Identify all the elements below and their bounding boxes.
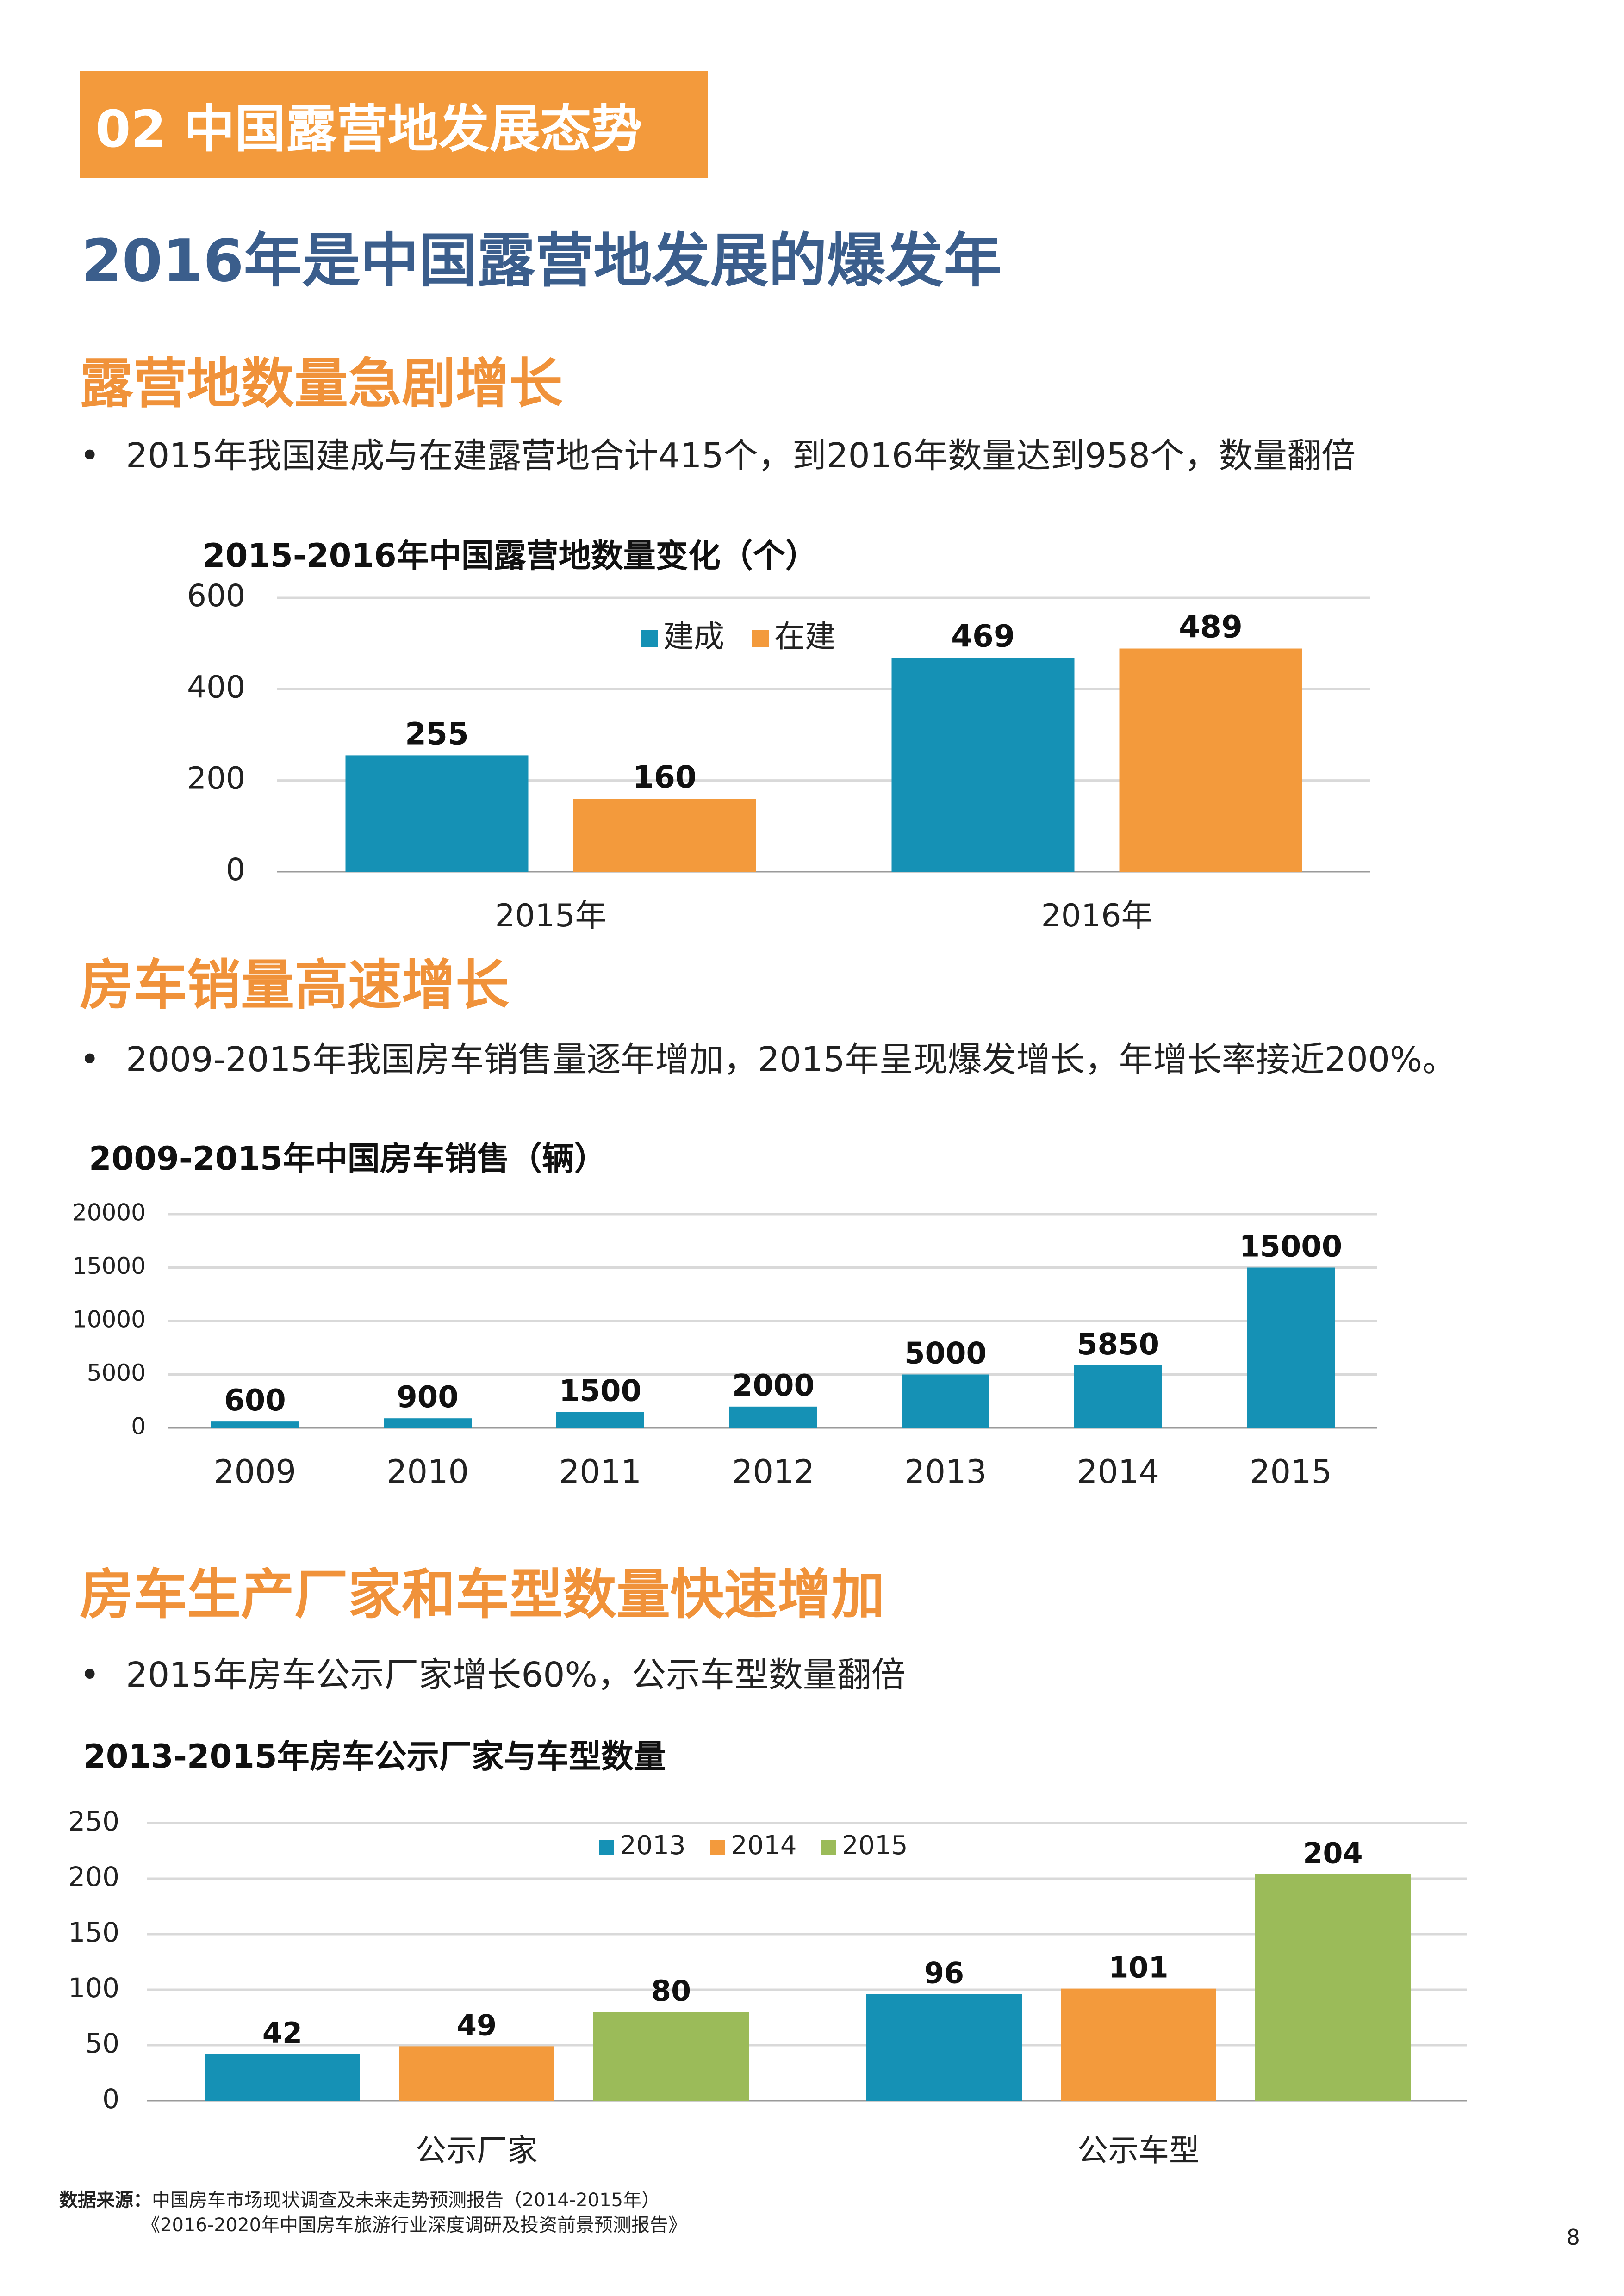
y-tick-label: 0 [226,852,245,887]
bar [729,1406,817,1428]
source-line-2: 《2016-2020年中国房车旅游行业深度调研及投资前景预测报告》 [142,2215,687,2236]
y-tick-label: 10000 [72,1306,146,1333]
bar [1119,648,1302,872]
y-tick-label: 0 [131,1413,146,1440]
chart-svg: 0 5000 10000 15000 20000 600 2009 900 2010 1500 20… [72,1199,1377,1491]
chart-title-campsites: 2015-2016年中国露营地数量变化（个） [203,537,818,575]
bar [573,799,756,872]
y-tick-label: 20000 [72,1199,146,1226]
data-label: 160 [633,759,697,795]
legend-label: 建成 [663,619,724,654]
data-label: 204 [1303,1836,1363,1870]
x-tick-label: 2014 [1077,1453,1159,1491]
data-label: 2000 [732,1369,815,1403]
data-label: 469 [951,618,1015,654]
y-tick-label: 5000 [87,1359,146,1386]
data-label: 42 [262,2016,302,2050]
bullet-text: 2015年房车公示厂家增长60%，公示车型数量翻倍 [126,1655,906,1695]
x-tick-label: 2015 [1250,1453,1332,1491]
chart-title-rv-sales: 2009-2015年中国房车销售（辆） [89,1140,607,1178]
bar [891,658,1075,872]
legend-label: 2014 [731,1831,797,1861]
bar [1255,1874,1411,2101]
bar [1074,1365,1162,1428]
data-label: 49 [457,2008,497,2042]
x-tick-label: 2011 [559,1453,641,1491]
bar [866,1994,1022,2101]
section-tag: 02 中国露营地发展态势 [80,71,708,178]
x-tick-label: 2012 [732,1453,815,1491]
y-tick-label: 600 [187,578,245,614]
data-source: 数据来源：中国房车市场现状调查及未来走势预测报告（2014-2015年） 《20… [59,2188,687,2238]
bar [593,2012,749,2101]
bar [1247,1267,1335,1428]
y-tick-label: 200 [187,761,245,796]
bar [399,2046,554,2101]
y-tick-label: 150 [68,1917,119,1948]
bullet-symbol: • [80,436,100,476]
y-tick-label: 15000 [72,1253,146,1279]
bar [556,1412,644,1428]
data-label: 1500 [559,1374,641,1408]
data-label: 15000 [1239,1230,1343,1264]
section-heading-rv-sales: 房车销量高速增长 [80,954,509,1017]
data-label: 96 [924,1956,964,1990]
legend-swatch [821,1840,836,1855]
bar [1061,1988,1216,2101]
x-tick-label: 公示厂家 [416,2133,538,2168]
page-number: 8 [1566,2225,1580,2250]
x-tick-label: 公示车型 [1077,2133,1200,2168]
y-tick-label: 100 [68,1972,119,2004]
data-label: 600 [224,1384,286,1418]
data-label: 900 [397,1380,459,1415]
x-tick-label: 2013 [904,1453,987,1491]
chart-svg: 0 200 400 600 255 160 2015年 469 489 2016年 建成 在建 [187,578,1370,934]
y-tick-label: 50 [85,2028,119,2059]
chart-rv-sales: 0 5000 10000 15000 20000 600 2009 900 2010 1500 20… [0,1185,1624,1508]
bullet-symbol: • [80,1040,100,1080]
data-label: 5000 [904,1337,987,1371]
data-label: 5850 [1077,1328,1159,1362]
data-label: 101 [1108,1951,1168,1985]
legend-label: 2013 [620,1831,686,1861]
x-tick-label: 2009 [214,1453,296,1491]
data-label: 255 [405,716,469,751]
bar [205,2054,360,2101]
legend-label: 2015 [842,1831,908,1861]
data-label: 489 [1179,609,1243,645]
chart-manufacturers: 0 50 100 150 200 250 42 49 80 公示厂家 96 101 204 公示车型 201… [0,1795,1624,2184]
source-line-1: 中国房车市场现状调查及未来走势预测报告（2014-2015年） [152,2190,660,2211]
bullet-symbol: • [80,1655,100,1695]
bullet-text: 2015年我国建成与在建露营地合计415个，到2016年数量达到958个，数量翻… [126,436,1356,476]
x-tick-label: 2015年 [495,898,606,934]
chart-svg: 0 50 100 150 200 250 42 49 80 公示厂家 96 101 204 公示车型 201… [68,1806,1467,2168]
bullet-campsites: • 2015年我国建成与在建露营地合计415个，到2016年数量达到958个，数量… [80,428,1356,478]
bar [384,1418,472,1428]
x-tick-label: 2010 [386,1453,469,1491]
y-tick-label: 200 [68,1861,119,1893]
y-tick-label: 0 [102,2083,119,2115]
section-heading-manufacturers: 房车生产厂家和车型数量快速增加 [80,1564,885,1626]
y-tick-label: 250 [68,1806,119,1837]
section-tag-label: 02 中国露营地发展态势 [95,99,642,159]
bar [211,1421,299,1428]
legend-swatch [710,1840,725,1855]
legend-label: 在建 [774,619,835,654]
bullet-text: 2009-2015年我国房车销售量逐年增加，2015年呈现爆发增长，年增长率接近… [126,1040,1457,1080]
legend-swatch [641,630,658,647]
bullet-rv-sales: • 2009-2015年我国房车销售量逐年增加，2015年呈现爆发增长，年增长率接… [80,1032,1456,1081]
y-tick-label: 400 [187,669,245,705]
legend-swatch [599,1840,614,1855]
legend-swatch [752,630,769,647]
bar [902,1374,989,1428]
x-tick-label: 2016年 [1041,898,1152,934]
page-headline: 2016年是中国露营地发展的爆发年 [81,227,1002,295]
source-label: 数据来源： [59,2190,152,2211]
section-heading-campsites: 露营地数量急剧增长 [80,353,563,415]
chart-campsites: 0 200 400 600 255 160 2015年 469 489 2016年 建成 在建 [0,574,1624,953]
data-label: 80 [651,1974,691,2008]
chart-title-manufacturers: 2013-2015年房车公示厂家与车型数量 [83,1738,666,1775]
bullet-manufacturers: • 2015年房车公示厂家增长60%，公示车型数量翻倍 [80,1647,906,1697]
bar [345,755,529,872]
